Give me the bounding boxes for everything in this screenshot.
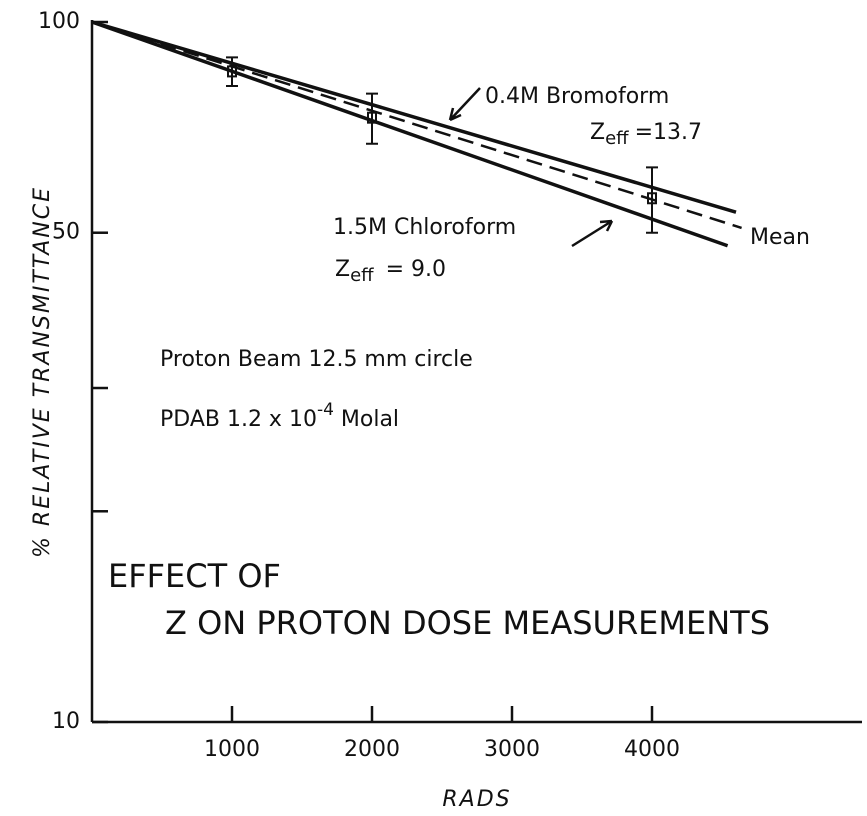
line bbox=[91, 20, 737, 214]
zeff-value: = 9.0 bbox=[386, 257, 446, 282]
arrow bbox=[571, 219, 614, 248]
annotation: 0.4M Bromoform bbox=[485, 84, 669, 109]
zeff-symbol: Z bbox=[590, 120, 605, 145]
x-tick-label: 3000 bbox=[484, 737, 540, 762]
line bbox=[91, 20, 729, 248]
annotation: Mean bbox=[750, 225, 810, 250]
y-tick-label: 50 bbox=[52, 220, 80, 245]
annotation: Zeff = 9.0 bbox=[335, 257, 446, 286]
x-axis-label: RADS bbox=[442, 787, 511, 812]
data-point bbox=[367, 111, 377, 124]
error-bar bbox=[226, 56, 238, 88]
line bbox=[91, 20, 742, 230]
x-tick-label: 2000 bbox=[344, 737, 400, 762]
y-tick-label: 100 bbox=[38, 9, 80, 34]
error-bar bbox=[646, 166, 658, 234]
title: EFFECT OF bbox=[108, 557, 281, 595]
note: Proton Beam 12.5 mm circle bbox=[160, 347, 473, 372]
error-bar bbox=[366, 92, 378, 145]
title: Z ON PROTON DOSE MEASUREMENTS bbox=[165, 604, 770, 642]
y-axis-label: % RELATIVE TRANSMITTANCE bbox=[30, 186, 55, 558]
note: PDAB 1.2 x 10-4 Molal bbox=[160, 400, 399, 432]
arrow bbox=[448, 87, 481, 122]
data-point bbox=[227, 65, 237, 78]
zeff-sub: eff bbox=[605, 128, 629, 149]
note-text: PDAB 1.2 x 10 bbox=[160, 407, 317, 432]
y-tick-label: 10 bbox=[52, 709, 80, 734]
x-tick-label: 4000 bbox=[624, 737, 680, 762]
note-sup: -4 bbox=[317, 400, 334, 420]
x-tick-label: 1000 bbox=[204, 737, 260, 762]
data-point bbox=[647, 192, 657, 205]
zeff-value: =13.7 bbox=[635, 120, 702, 145]
note-tail: Molal bbox=[334, 407, 399, 432]
annotation: Zeff =13.7 bbox=[590, 120, 702, 149]
zeff-symbol: Z bbox=[335, 257, 350, 282]
annotation: 1.5M Chloroform bbox=[333, 215, 516, 240]
zeff-sub: eff bbox=[350, 265, 374, 286]
